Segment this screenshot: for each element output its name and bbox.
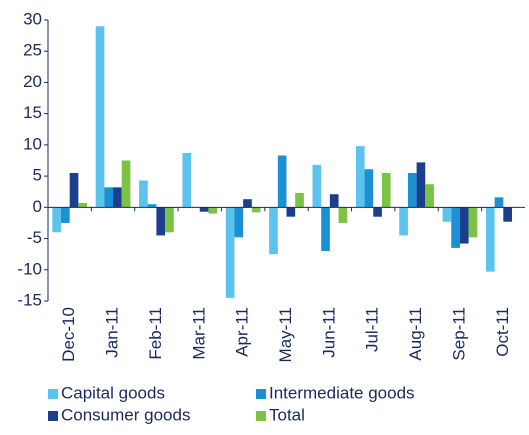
x-tick-label: Jul-11 [363, 307, 382, 352]
bar [321, 207, 330, 252]
bar [425, 184, 434, 208]
bar [147, 204, 157, 208]
legend-swatch [48, 411, 58, 421]
bar [286, 207, 296, 217]
bar [78, 202, 88, 208]
bar [503, 207, 512, 222]
bar [199, 207, 209, 212]
y-tick-label: -15 [17, 290, 42, 309]
bar [355, 146, 365, 208]
y-tick-label: 30 [23, 9, 42, 28]
y-tick-label: 20 [23, 72, 42, 91]
bar [234, 207, 244, 238]
bar [95, 26, 105, 208]
x-tick-label: Feb-11 [146, 307, 165, 360]
bar [243, 199, 252, 208]
bar [69, 172, 79, 208]
x-tick-label: Dec-10 [59, 307, 78, 362]
legend-swatch [256, 389, 266, 399]
bar [139, 180, 148, 208]
y-tick-label: 5 [33, 166, 42, 185]
y-tick-label: -5 [27, 228, 42, 247]
bar [269, 207, 278, 255]
x-tick-label: Aug-11 [406, 307, 425, 361]
bar [442, 207, 452, 222]
y-tick-label: 10 [23, 134, 42, 153]
x-tick-label: Jun-11 [319, 307, 338, 358]
x-tick-label: Oct-11 [493, 307, 512, 357]
bar [338, 207, 348, 223]
y-tick-label: 25 [23, 41, 42, 60]
y-tick-label: 15 [23, 103, 42, 122]
bar [459, 207, 469, 244]
legend-label: Consumer goods [61, 405, 190, 424]
bar [381, 172, 391, 208]
bar [451, 207, 460, 248]
bar [407, 172, 417, 208]
bar [485, 207, 495, 272]
bar [373, 207, 382, 217]
bar [52, 207, 62, 233]
y-tick-label: 0 [33, 197, 42, 216]
bar [329, 194, 339, 208]
bar [182, 153, 192, 208]
bar [416, 162, 426, 208]
bar [295, 192, 304, 208]
bar [399, 207, 408, 236]
x-tick-label: Sep-11 [449, 307, 468, 361]
bar [225, 207, 235, 298]
bar [165, 207, 174, 233]
bar [312, 164, 322, 208]
x-tick-label: Mar-11 [189, 307, 208, 360]
legend-swatch [48, 389, 58, 399]
x-tick-label: Apr-11 [233, 307, 252, 357]
bar [121, 160, 131, 208]
bar [468, 207, 478, 238]
y-tick-label: -10 [17, 259, 42, 278]
bar [494, 197, 504, 208]
bar [364, 169, 374, 208]
legend-label: Capital goods [61, 383, 165, 402]
bar [113, 187, 122, 208]
bar [156, 207, 166, 236]
legend-label: Total [269, 405, 305, 424]
x-tick-label: Jan-11 [103, 307, 122, 358]
bar [277, 155, 287, 208]
legend-swatch [256, 411, 266, 421]
bar [61, 207, 70, 223]
x-tick-label: May-11 [276, 307, 295, 362]
bar [251, 207, 261, 213]
bar [104, 187, 114, 208]
bar [208, 207, 218, 214]
legend-label: Intermediate goods [269, 383, 415, 402]
